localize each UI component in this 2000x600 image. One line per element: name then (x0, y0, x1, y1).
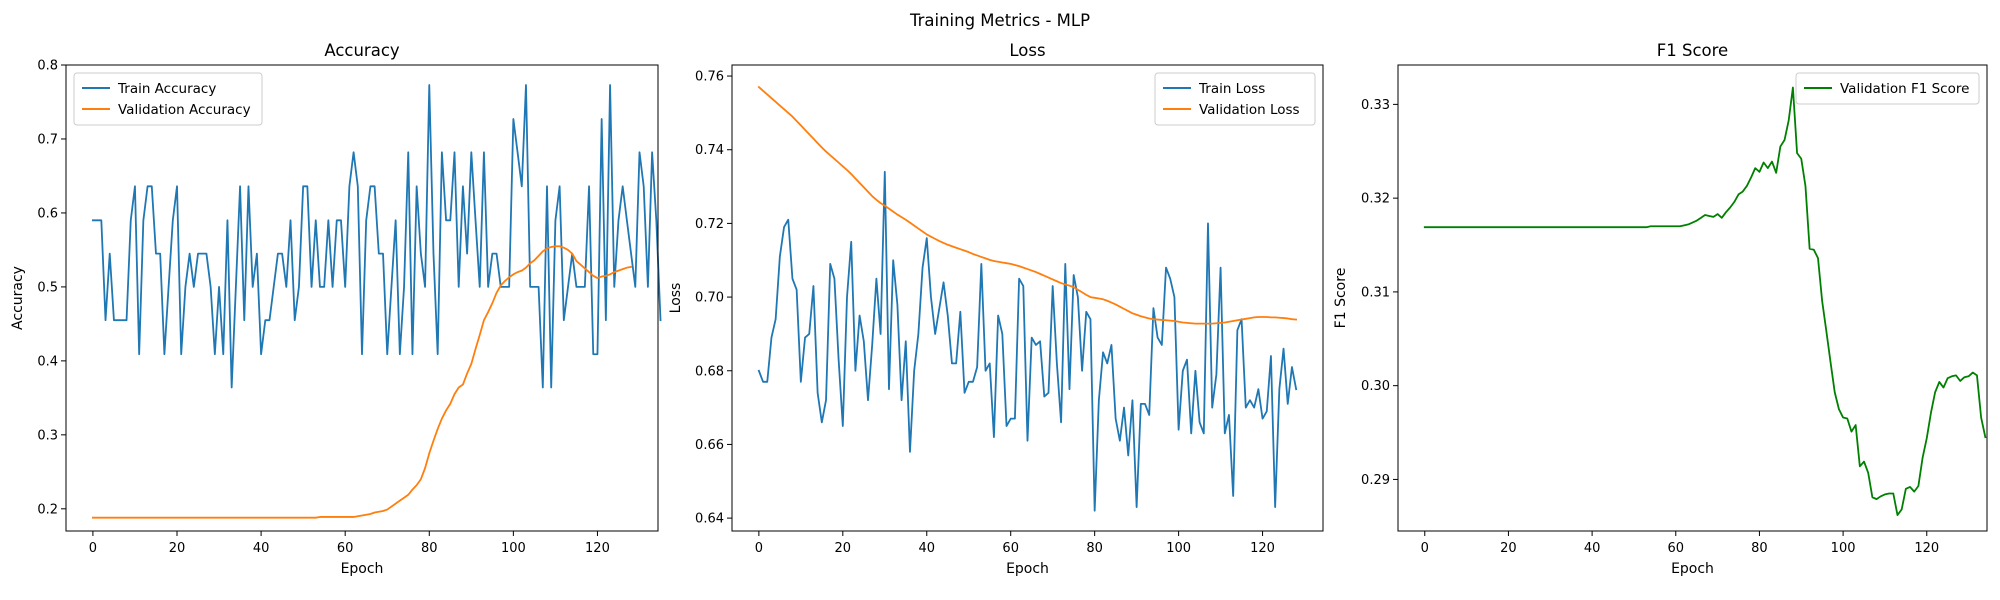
y-tick-label: 0.8 (37, 59, 58, 74)
y-tick-label: 0.30 (1361, 379, 1390, 394)
x-tick-label: 20 (835, 541, 852, 556)
series-line-validation-loss (757, 85, 1298, 325)
panel-title: F1 Score (1657, 41, 1728, 60)
x-tick-label: 100 (1166, 541, 1191, 556)
x-tick-label: 0 (1421, 541, 1429, 556)
y-tick-label: 0.31 (1361, 285, 1390, 300)
x-tick-label: 80 (421, 541, 438, 556)
x-tick-label: 100 (501, 541, 526, 556)
y-tick-label: 0.6 (37, 206, 58, 221)
legend: Validation F1 Score (1795, 72, 1980, 105)
x-tick-label: 20 (1500, 541, 1517, 556)
x-tick-label: 120 (585, 541, 610, 556)
x-tick-label: 120 (1250, 541, 1275, 556)
figure-suptitle: Training Metrics - MLP (909, 11, 1090, 30)
x-tick-label: 40 (253, 541, 270, 556)
x-tick-label: 40 (918, 541, 935, 556)
y-tick-label: 0.66 (695, 438, 724, 453)
loss-panel: Loss 0 20 40 60 80 100 120 0.64 0.66 0.68 0.70 0.72 0… (668, 41, 1324, 577)
legend: Train Accuracy Validation Accuracy (73, 72, 263, 126)
y-tick-label: 0.68 (695, 364, 724, 379)
y-tick-label: 0.29 (1361, 473, 1390, 488)
legend-box (1795, 72, 1980, 105)
legend-entry: Validation Accuracy (118, 102, 251, 118)
x-tick-label: 80 (1751, 541, 1768, 556)
x-tick-label: 60 (1002, 541, 1019, 556)
y-tick-label: 0.72 (695, 217, 724, 232)
y-tick-label: 0.3 (37, 428, 58, 443)
x-tick-label: 60 (337, 541, 354, 556)
panel-title: Accuracy (324, 41, 400, 60)
y-tick-label: 0.32 (1361, 192, 1390, 207)
f1-score-panel: F1 Score 0 20 40 60 80 100 120 0.29 0.30 0.31 0.32 0… (1333, 41, 1988, 577)
y-tick-label: 0.4 (37, 354, 58, 369)
x-tick-label: 40 (1584, 541, 1601, 556)
legend-entry: Validation F1 Score (1840, 81, 1969, 97)
y-tick-label: 0.2 (37, 502, 58, 517)
x-axis-label: Epoch (341, 561, 384, 577)
legend-box (73, 72, 263, 126)
axes-frame (1397, 64, 1988, 532)
x-tick-label: 0 (755, 541, 763, 556)
accuracy-panel: Accuracy 0 20 40 60 80 100 120 0.2 0.3 0.4 0.5 0.6 0.… (10, 41, 662, 577)
y-axis-label: F1 Score (1333, 268, 1349, 329)
legend-entry: Validation Loss (1199, 102, 1300, 118)
legend-entry: Train Accuracy (117, 81, 216, 97)
y-axis-label: Loss (668, 283, 684, 314)
y-tick-label: 0.74 (695, 143, 724, 158)
y-tick-label: 0.33 (1361, 98, 1390, 113)
panel-title: Loss (1009, 41, 1045, 60)
y-tick-label: 0.76 (695, 70, 724, 85)
y-tick-label: 0.64 (695, 512, 724, 527)
x-tick-label: 80 (1086, 541, 1103, 556)
x-tick-label: 100 (1831, 541, 1856, 556)
y-tick-label: 0.7 (37, 132, 58, 147)
y-axis-label: Accuracy (10, 266, 26, 330)
y-tick-label: 0.5 (37, 280, 58, 295)
axes-frame (731, 64, 1324, 532)
x-axis-label: Epoch (1671, 561, 1714, 577)
y-tick-label: 0.70 (695, 291, 724, 306)
x-tick-label: 120 (1914, 541, 1939, 556)
series-line-train-loss (757, 170, 1298, 512)
legend: Train Loss Validation Loss (1154, 72, 1316, 126)
x-tick-label: 0 (89, 541, 97, 556)
series-line-train-accuracy (92, 84, 662, 389)
series-line-validation-accuracy (92, 245, 633, 519)
axes-frame (65, 64, 659, 532)
series-line-validation-f1-score (1423, 86, 1987, 516)
legend-entry: Train Loss (1198, 81, 1265, 97)
x-tick-label: 20 (169, 541, 186, 556)
x-axis-label: Epoch (1006, 561, 1049, 577)
x-tick-label: 60 (1667, 541, 1684, 556)
legend-box (1154, 72, 1316, 126)
